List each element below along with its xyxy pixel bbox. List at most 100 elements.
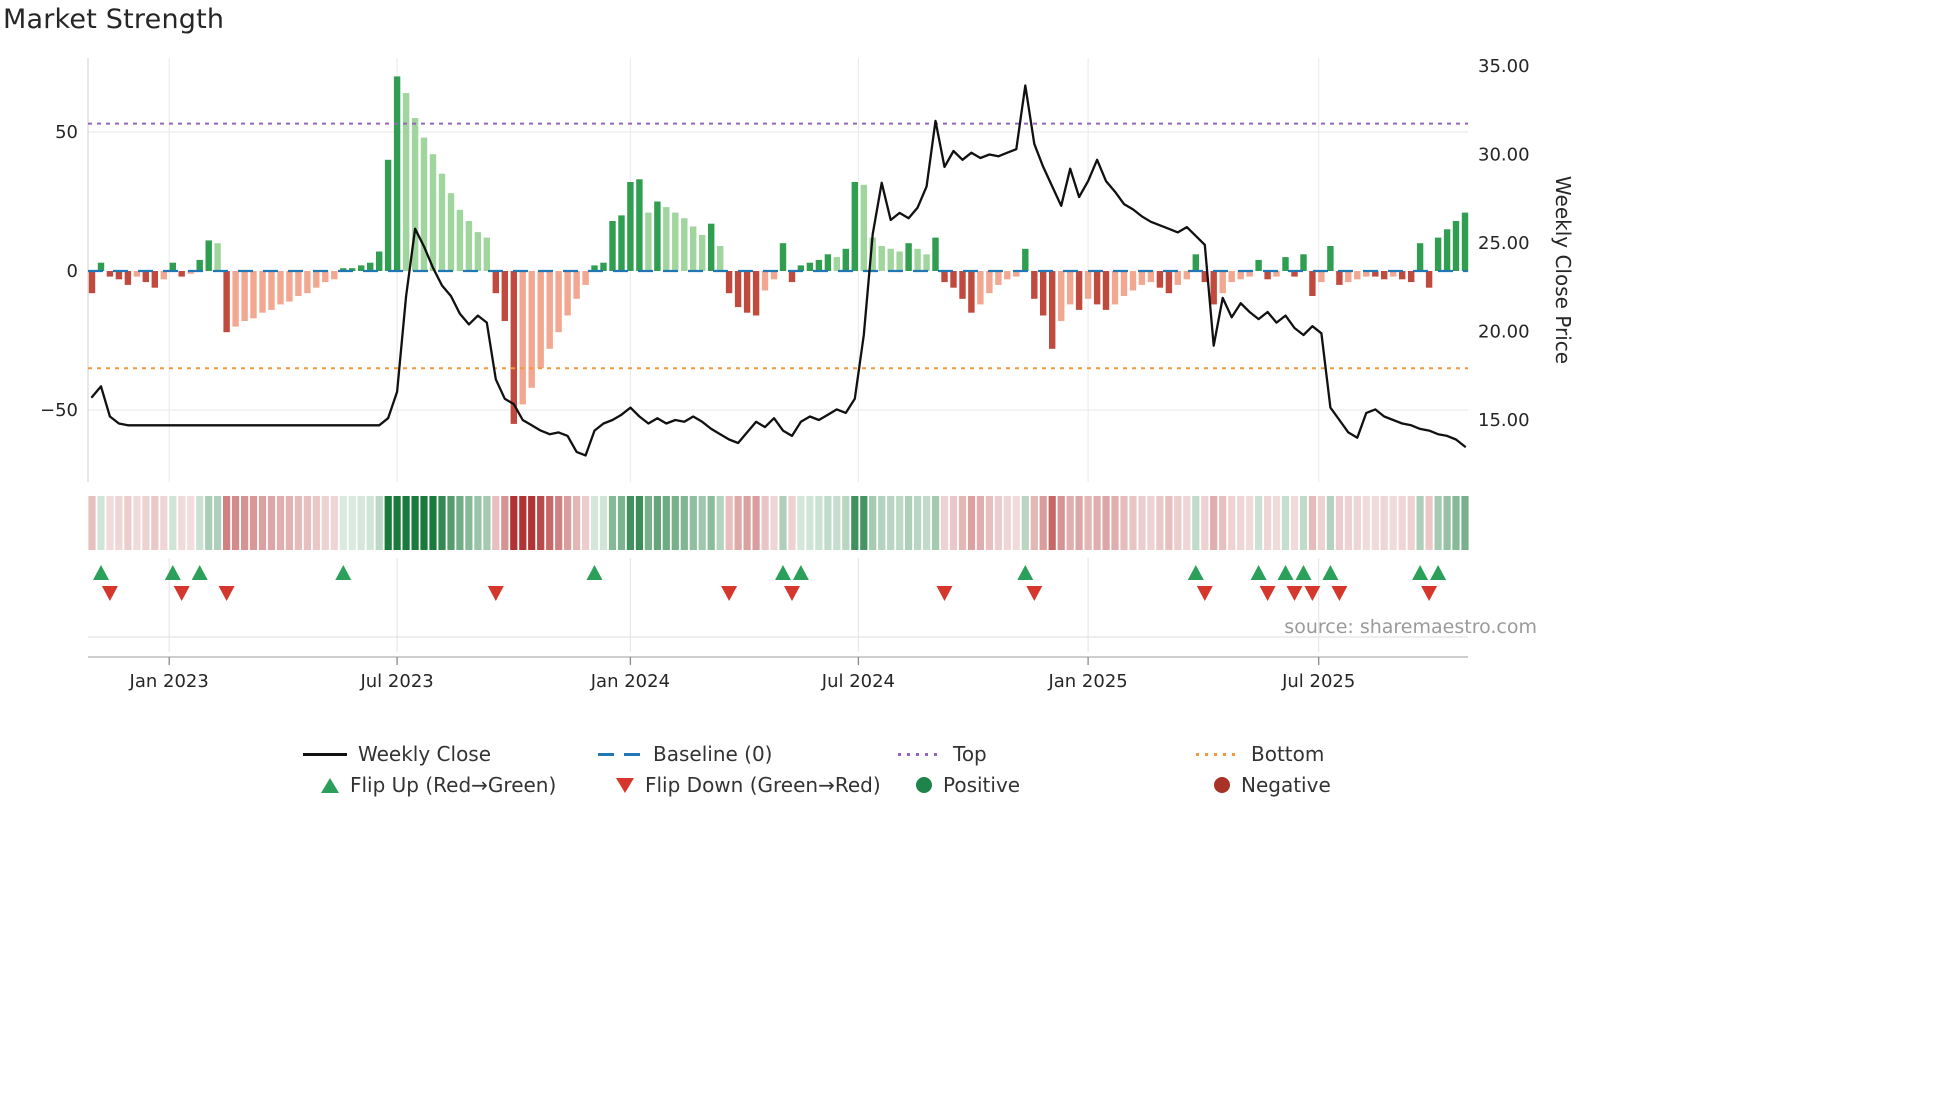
strength-bar	[1004, 271, 1011, 280]
strength-bar	[259, 271, 266, 313]
heatmap-cell	[178, 496, 186, 550]
heatmap-cell	[1111, 496, 1119, 550]
strength-bar	[196, 259, 203, 271]
heatmap-cell	[276, 496, 285, 550]
flip-down-marker-icon	[1259, 586, 1276, 601]
strength-bar	[133, 271, 141, 277]
heatmap-cell	[393, 496, 401, 550]
heatmap-cell	[519, 496, 527, 550]
strength-bar	[268, 271, 275, 310]
heatmap-cell	[1389, 496, 1397, 550]
heatmap-cell	[1012, 496, 1020, 550]
heatmap-cell	[680, 496, 688, 550]
strength-bar	[654, 201, 661, 271]
strength-bar	[950, 271, 957, 288]
flip-up-marker-icon	[1430, 565, 1447, 580]
heatmap-cell	[1443, 496, 1451, 550]
strength-bar	[743, 271, 751, 313]
strength-bar	[1129, 271, 1137, 291]
strength-bar	[1075, 271, 1083, 310]
strength-bar	[681, 218, 688, 271]
heatmap-cell	[124, 496, 132, 550]
strength-bar	[1452, 221, 1460, 271]
heatmap-cell	[671, 496, 679, 550]
heatmap-cell	[1353, 496, 1361, 550]
strength-bar	[797, 265, 805, 271]
strength-bar	[1120, 271, 1128, 296]
legend-label: Flip Up (Red→Green)	[350, 773, 557, 797]
heatmap-cell	[1344, 496, 1352, 550]
strength-bar	[483, 237, 490, 271]
strength-bar	[429, 154, 437, 271]
strength-bar	[717, 246, 724, 271]
strength-bar	[438, 173, 446, 271]
strength-bar	[411, 118, 419, 271]
legend-item-top: Top	[898, 740, 987, 768]
strength-bar	[1049, 271, 1056, 349]
strength-bar	[1327, 246, 1334, 271]
strength-bar	[97, 262, 105, 271]
strength-bar	[878, 246, 885, 271]
flip-up-marker-icon	[164, 565, 181, 580]
heatmap-cell	[205, 496, 213, 550]
x-tick-label: Jul 2023	[359, 671, 433, 692]
flip-up-marker-icon	[1017, 565, 1034, 580]
heatmap-cell	[797, 496, 805, 550]
strength-bar	[88, 271, 96, 294]
heatmap-cell	[106, 496, 114, 550]
heatmap-cell	[1237, 496, 1245, 550]
flip-up-marker-icon	[1322, 565, 1339, 580]
strength-bar	[815, 259, 823, 271]
flip-up-marker-icon	[1277, 565, 1294, 580]
heatmap-cell	[1434, 496, 1442, 550]
heatmap-cell	[1192, 496, 1200, 550]
heatmap-cell	[187, 496, 195, 550]
red-down-triangle-icon	[616, 777, 634, 793]
heatmap-cell	[1210, 496, 1218, 550]
heatmap-cell	[1299, 496, 1308, 550]
strength-bar	[420, 137, 428, 271]
strength-bar	[232, 271, 239, 327]
strength-bar	[582, 271, 589, 285]
strength-bar	[896, 251, 903, 271]
strength-bar	[1309, 271, 1316, 296]
heatmap-cell	[1120, 496, 1128, 550]
heatmap-cell	[833, 496, 841, 550]
heatmap-cell	[573, 496, 581, 550]
flip-up-marker-icon	[792, 565, 809, 580]
left-y-tick-label: 0	[67, 261, 78, 282]
strength-bar	[537, 271, 544, 369]
heatmap-cell	[321, 496, 329, 550]
heatmap-cell	[339, 496, 347, 550]
strength-bar	[546, 271, 553, 349]
strength-bar	[528, 271, 535, 388]
strength-bar	[708, 223, 715, 271]
right-y-tick-label: 35.00	[1478, 56, 1530, 77]
legend-item-flip-down: Flip Down (Green→Red)	[616, 771, 881, 799]
flip-up-marker-icon	[775, 565, 791, 580]
heatmap-cell	[1138, 496, 1146, 550]
flip-down-marker-icon	[784, 586, 800, 601]
strength-bar	[1255, 259, 1262, 271]
strength-bar	[573, 271, 580, 299]
heatmap-cell	[626, 496, 634, 550]
heatmap-cell	[734, 496, 742, 550]
heatmap-cell	[869, 496, 877, 550]
heatmap-cell	[1416, 496, 1424, 550]
heatmap-cell	[501, 496, 509, 550]
heatmap-cell	[770, 496, 778, 550]
blue-dashed-line-swatch	[598, 752, 642, 756]
strength-bar	[1174, 271, 1181, 285]
heatmap-cell	[528, 496, 536, 550]
heatmap-cell	[752, 496, 760, 550]
x-tick-label: Jan 2024	[590, 671, 670, 692]
heatmap-cell	[447, 496, 455, 550]
heatmap-cell	[1290, 496, 1299, 550]
heatmap-cell	[555, 496, 563, 550]
strength-bar	[501, 271, 508, 321]
heatmap-cell	[878, 496, 886, 550]
strength-bar	[1013, 271, 1020, 277]
heatmap-cell	[1273, 496, 1281, 550]
x-tick-label: Jul 2024	[821, 671, 895, 692]
